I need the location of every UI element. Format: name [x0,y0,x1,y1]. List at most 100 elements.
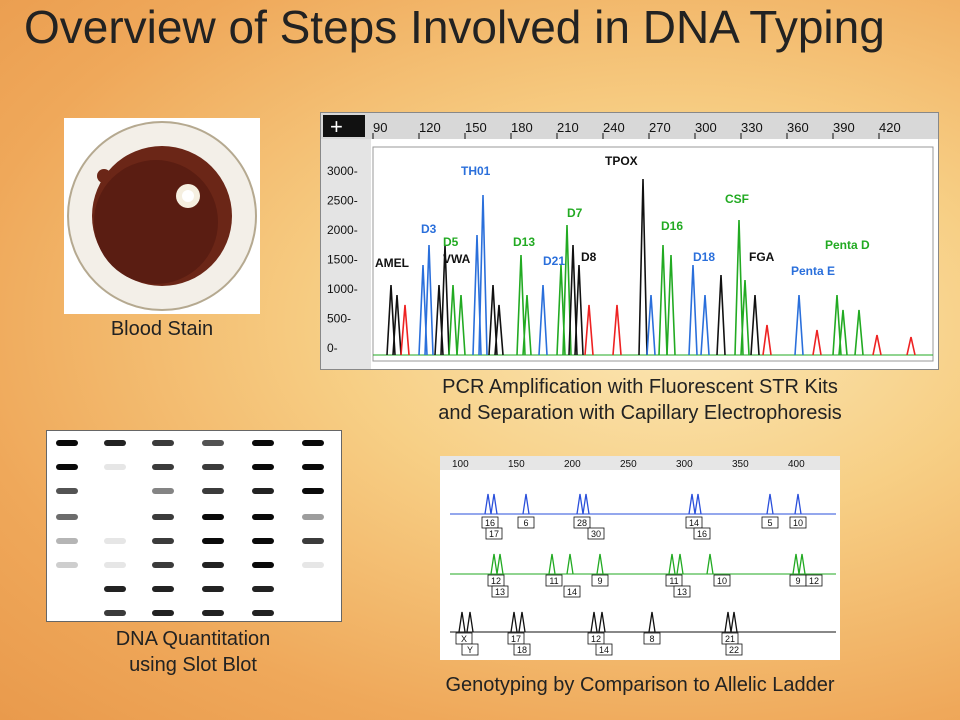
slot-caption-line1: DNA Quantitation [115,628,271,650]
epg-peak [488,284,498,356]
geno-x-tick: 150 [508,459,525,470]
allele-label: 16 [485,518,495,528]
geno-x-tick: 100 [452,459,469,470]
blood-stain-image [64,118,260,314]
allele-label: 5 [767,518,772,528]
genotyping-caption: Genotyping by Comparison to Allelic Ladd… [445,674,835,696]
slot-blot-band [104,562,126,568]
epg-locus-label: FGA [749,250,775,264]
epg-locus-label: Penta E [791,264,835,278]
genotyping-panel: 100 150 200 250 300 350 400 16 6 28 14 5 10 17 30 16 12… [440,456,840,660]
epg-peak [424,244,434,356]
allele-label: 9 [795,576,800,586]
epg-peak [494,304,504,356]
epg-peak [386,284,396,356]
allele-label: 13 [495,587,505,597]
geno-peak [648,611,656,633]
slot-blot-band [104,464,126,470]
epg-locus-label: D18 [693,250,715,264]
epg-locus-label: TH01 [461,164,491,178]
slide-title: Overview of Steps Involved in DNA Typing [24,1,885,53]
slot-blot-band [302,464,324,470]
slot-blot-band [56,464,78,470]
epg-peak [854,309,864,356]
allele-label: 8 [649,634,654,644]
slot-blot-band [152,610,174,616]
epg-x-tick: 90 [373,120,387,135]
slot-blot-band [56,514,78,520]
geno-peak [566,553,574,575]
epg-y-tick: 2000- [327,223,358,237]
epg-locus-label: AMEL [375,256,409,270]
allele-label: 12 [809,576,819,586]
slot-blot-band [152,586,174,592]
slot-blot-band [56,440,78,446]
slot-blot-band [104,538,126,544]
geno-peak [490,493,498,515]
slot-blot-band [202,538,224,544]
epg-locus-label: D8 [581,250,597,264]
slot-blot-band [104,440,126,446]
geno-peak [688,493,696,515]
allele-label: 17 [489,529,499,539]
slot-blot-band [252,538,274,544]
slot-blot-band [104,586,126,592]
geno-peak [596,553,604,575]
electropherogram-chart: + 90 120 150 180 210 240 270 300 330 360 390 420 30… [321,113,938,369]
slot-blot-band [202,464,224,470]
epg-peak [832,294,842,356]
allele-label: 16 [697,529,707,539]
geno-peak [510,611,518,633]
geno-peak [766,493,774,515]
epg-peak [574,264,584,356]
epg-peak [646,294,656,356]
geno-peak [676,553,684,575]
slot-blot-band [252,514,274,520]
epg-peak [392,294,402,356]
slot-blot-band [202,610,224,616]
slot-blot-band [152,514,174,520]
slot-blot-band [56,538,78,544]
geno-peak [490,553,498,575]
allele-label: 6 [523,518,528,528]
slot-blot-band [252,488,274,494]
allele-label: 12 [491,576,501,586]
allele-label: Y [467,645,473,655]
allele-label: 10 [717,576,727,586]
slot-blot-band [202,440,224,446]
allele-label: 13 [677,587,687,597]
slot-blot-band [302,488,324,494]
epg-peak [562,224,572,356]
epg-peak [456,294,466,356]
slot-blot-band [152,440,174,446]
plus-icon[interactable]: + [330,114,343,139]
epg-x-tick: 270 [649,120,671,135]
epg-peak [584,304,594,356]
epg-peak [612,304,622,356]
epg-peak [838,309,848,356]
epg-y-tick: 1500- [327,253,358,267]
blood-stain-graphic [67,121,257,311]
epg-locus-label: Penta D [825,238,870,252]
allele-label: 14 [567,587,577,597]
epg-y-tick: 500- [327,312,351,326]
pcr-caption: PCR Amplification with Fluorescent STR K… [340,374,940,426]
geno-peak [582,493,590,515]
slot-blot-image [46,430,342,622]
geno-x-tick: 200 [564,459,581,470]
epg-locus-label: D3 [421,222,437,236]
geno-peak [466,611,474,633]
epg-peak [522,294,532,356]
epg-y-tick: 3000- [327,164,358,178]
allele-label: 28 [577,518,587,528]
geno-peak [518,611,526,633]
epg-locus-label: D5 [443,235,459,249]
epg-y-tick: 1000- [327,282,358,296]
geno-peak [522,493,530,515]
epg-locus-label: TPOX [605,154,638,168]
allele-label: X [461,634,467,644]
epg-locus-label: VWA [443,252,471,266]
epg-peak [638,178,648,356]
slot-blot-band [104,610,126,616]
pcr-caption-line2: and Separation with Capillary Electropho… [438,402,842,424]
